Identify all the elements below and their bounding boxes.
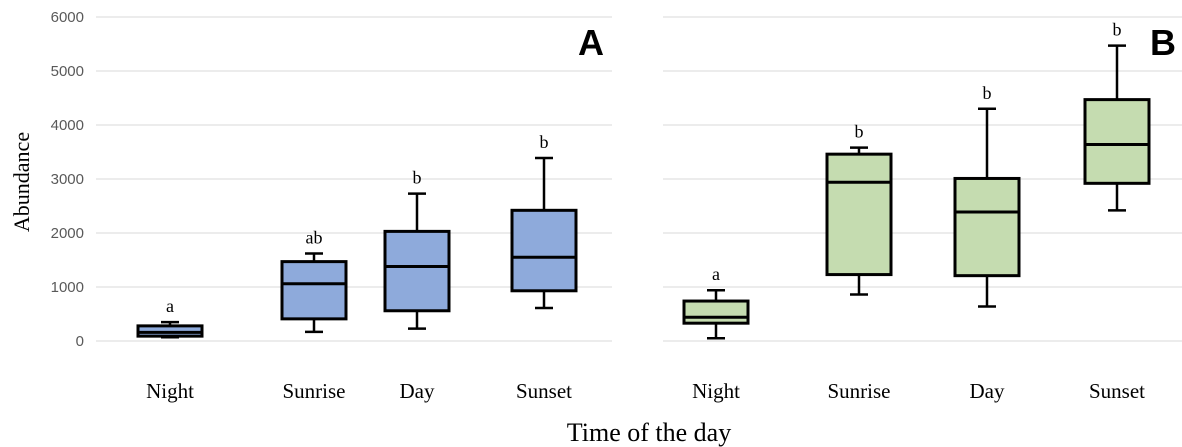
x-axis-title: Time of the day	[567, 418, 731, 447]
category-label: Sunrise	[828, 379, 891, 403]
box-sunrise: b	[825, 122, 893, 296]
iqr-box	[510, 208, 578, 293]
y-tick-label: 4000	[51, 117, 84, 134]
y-tick-label: 5000	[51, 63, 84, 80]
box-sunset: b	[510, 132, 578, 310]
category-label: Day	[970, 379, 1005, 403]
iqr-box	[953, 176, 1021, 278]
y-tick-label: 6000	[51, 9, 84, 26]
box-sunrise: ab	[280, 228, 348, 334]
iqr-box	[825, 152, 893, 277]
iqr-box	[383, 229, 451, 313]
y-axis-title: Abundance	[9, 132, 34, 232]
iqr-box	[682, 299, 750, 325]
category-label: Night	[692, 379, 740, 403]
significance-label: ab	[306, 228, 323, 248]
significance-label: b	[855, 122, 864, 142]
panel-a: 0 1000 2000 3000 4000 5000 6000 a Night ab Sunrise…	[51, 9, 612, 403]
category-label: Sunset	[516, 379, 572, 403]
category-label: Sunrise	[283, 379, 346, 403]
box-night: a	[682, 264, 750, 340]
significance-label: b	[413, 168, 422, 188]
panel-label: A	[578, 22, 604, 63]
iqr-box	[1083, 98, 1151, 185]
y-tick-label: 1000	[51, 279, 84, 296]
box-sunset: b	[1083, 20, 1151, 212]
box-day: b	[953, 83, 1021, 308]
y-tick-label: 3000	[51, 171, 84, 188]
category-label: Night	[146, 379, 194, 403]
panel-b: a Night b Sunrise b Day b Sunset B	[663, 16, 1182, 403]
box-night: a	[136, 296, 204, 339]
significance-label: b	[1113, 20, 1122, 40]
category-label: Sunset	[1089, 379, 1145, 403]
iqr-box	[280, 260, 348, 321]
category-label: Day	[400, 379, 435, 403]
panel-label: B	[1150, 22, 1176, 63]
significance-label: b	[540, 132, 549, 152]
y-tick-label: 0	[76, 333, 84, 350]
significance-label: b	[983, 83, 992, 103]
significance-label: a	[712, 264, 720, 284]
y-tick-label: 2000	[51, 225, 84, 242]
box-day: b	[383, 168, 451, 330]
significance-label: a	[166, 296, 174, 316]
